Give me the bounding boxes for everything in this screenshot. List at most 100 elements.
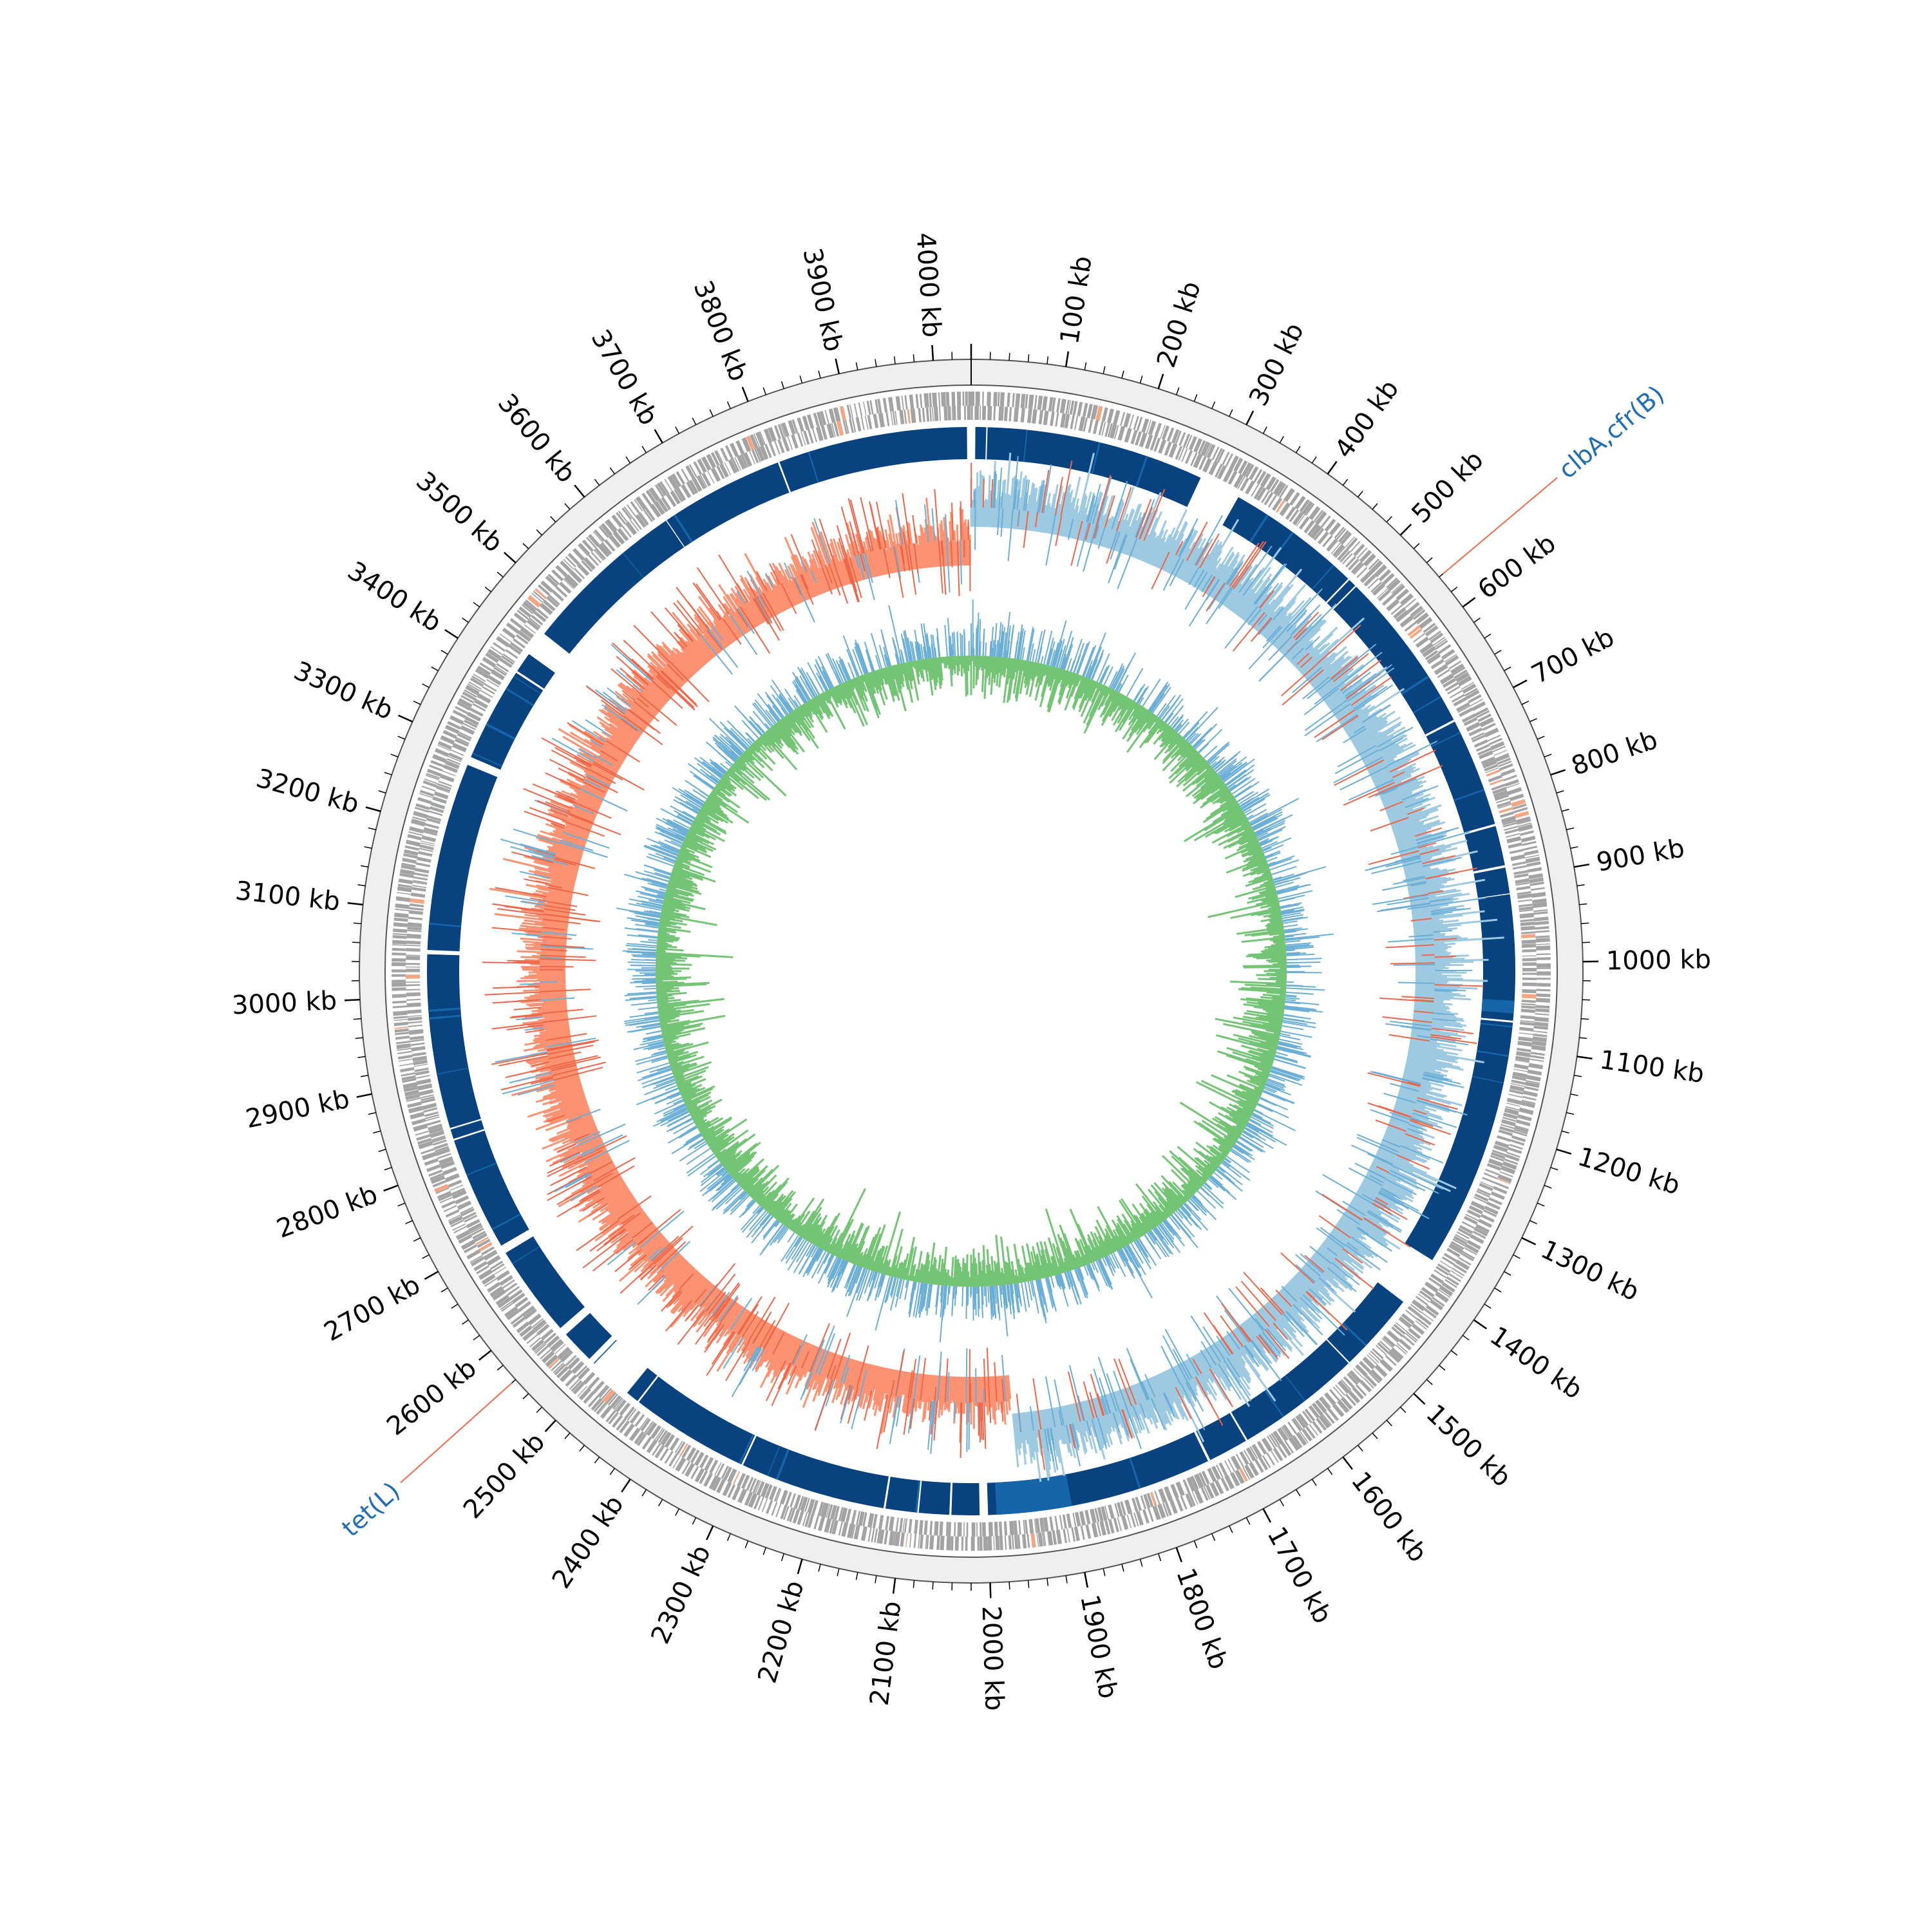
gc-skew-bar xyxy=(1220,1338,1251,1383)
gc-skew-spike xyxy=(513,1007,542,1010)
gene xyxy=(1175,1481,1185,1497)
gene xyxy=(1502,822,1517,828)
gc-skew-bar xyxy=(1127,1386,1146,1430)
gene xyxy=(544,1332,557,1344)
gene xyxy=(1477,1188,1492,1196)
gene xyxy=(558,582,572,594)
gc-skew-bar xyxy=(723,614,741,639)
gene xyxy=(428,1126,444,1134)
gene xyxy=(1161,425,1170,440)
gene xyxy=(1494,1141,1510,1149)
gene xyxy=(1194,1489,1204,1504)
gene xyxy=(783,1506,790,1520)
gc-skew-bar xyxy=(1415,987,1458,990)
gc-skew-bar xyxy=(1222,1336,1251,1376)
gc-skew-bar xyxy=(1088,511,1100,544)
gene xyxy=(853,1524,860,1540)
gene xyxy=(743,452,753,467)
gc-skew-bar xyxy=(741,1318,762,1352)
gc-skew-bar xyxy=(564,1124,596,1139)
gene xyxy=(1309,506,1321,520)
gc-skew-bar xyxy=(1414,931,1441,936)
gc-skew-bar xyxy=(1363,744,1399,764)
gene xyxy=(501,1302,514,1312)
gc-skew-bar xyxy=(1278,1290,1303,1316)
gc-skew-bar xyxy=(1370,752,1420,778)
gc-skew-spike xyxy=(983,1402,987,1449)
gc-skew-bar xyxy=(609,1196,635,1214)
gc-skew-bar xyxy=(1407,1054,1453,1066)
gene xyxy=(1536,945,1551,951)
gene xyxy=(888,1531,895,1546)
gene xyxy=(957,406,961,421)
gene xyxy=(703,1472,713,1487)
gc-skew-bar xyxy=(697,623,721,653)
gc-skew-bar xyxy=(1163,522,1188,572)
gene xyxy=(455,706,469,715)
gc-skew-bar xyxy=(1373,762,1417,784)
synteny-break xyxy=(593,1340,617,1364)
gc-skew-bar xyxy=(771,589,785,612)
gene xyxy=(1305,503,1315,516)
gene xyxy=(1315,511,1327,525)
gene xyxy=(754,1480,761,1494)
gc-skew-bar xyxy=(561,1093,585,1103)
gene xyxy=(791,419,799,434)
gc-skew-bar xyxy=(524,913,569,922)
gene xyxy=(578,542,591,556)
synteny-break xyxy=(1481,1018,1513,1023)
gene xyxy=(539,602,553,616)
gene xyxy=(1007,392,1010,408)
gc-skew-bar xyxy=(604,716,639,741)
gene xyxy=(1512,803,1527,810)
gc-skew-bar xyxy=(786,1338,800,1366)
gc-skew-bar xyxy=(1154,534,1171,567)
gc-skew-bar xyxy=(1370,758,1412,779)
gene xyxy=(428,1170,443,1177)
gene xyxy=(632,517,642,530)
gene xyxy=(787,436,793,450)
gc-skew-bar xyxy=(1368,758,1395,773)
gc-skew-bar xyxy=(678,629,708,663)
gc-skew-bar xyxy=(526,1000,567,1006)
gene xyxy=(1238,460,1248,475)
gc-skew-bar xyxy=(649,1246,675,1270)
gene xyxy=(692,477,703,492)
gene xyxy=(728,459,738,474)
gc-skew-bar xyxy=(1209,551,1240,598)
gene xyxy=(497,1297,511,1309)
gc-skew-bar xyxy=(713,621,732,645)
gene xyxy=(1496,1135,1511,1142)
gene xyxy=(395,903,410,909)
gene xyxy=(1524,1086,1539,1092)
gene xyxy=(1536,957,1551,960)
gene xyxy=(947,406,951,421)
gene xyxy=(482,656,497,668)
gc-skew-bar xyxy=(948,1376,952,1412)
gene xyxy=(1345,1394,1356,1406)
gc-skew-bar xyxy=(1202,563,1222,593)
gc-skew-bar xyxy=(1208,1345,1230,1378)
gene xyxy=(542,600,556,612)
gc-skew-bar xyxy=(674,1269,697,1294)
gene xyxy=(412,884,427,889)
gc-skew-bar xyxy=(1415,991,1461,996)
gene xyxy=(527,1313,542,1326)
gc-skew-bar xyxy=(584,738,624,764)
gene xyxy=(1459,1225,1473,1235)
gene xyxy=(753,1495,761,1510)
gene xyxy=(1533,1030,1548,1034)
gene xyxy=(1299,499,1310,513)
gc-skew-bar xyxy=(1376,1151,1457,1189)
gc-skew-bar xyxy=(1405,1064,1441,1074)
gene xyxy=(457,1200,472,1211)
gc-skew-bar xyxy=(984,498,987,527)
gene xyxy=(1526,1080,1540,1084)
gene xyxy=(1520,1015,1535,1019)
gene xyxy=(392,947,406,951)
gc-skew-bar xyxy=(533,1030,571,1037)
gc-skew-bar xyxy=(533,1039,572,1049)
gene xyxy=(1043,1531,1046,1546)
gc-skew-bar xyxy=(536,914,569,920)
gc-skew-bar xyxy=(530,963,566,966)
